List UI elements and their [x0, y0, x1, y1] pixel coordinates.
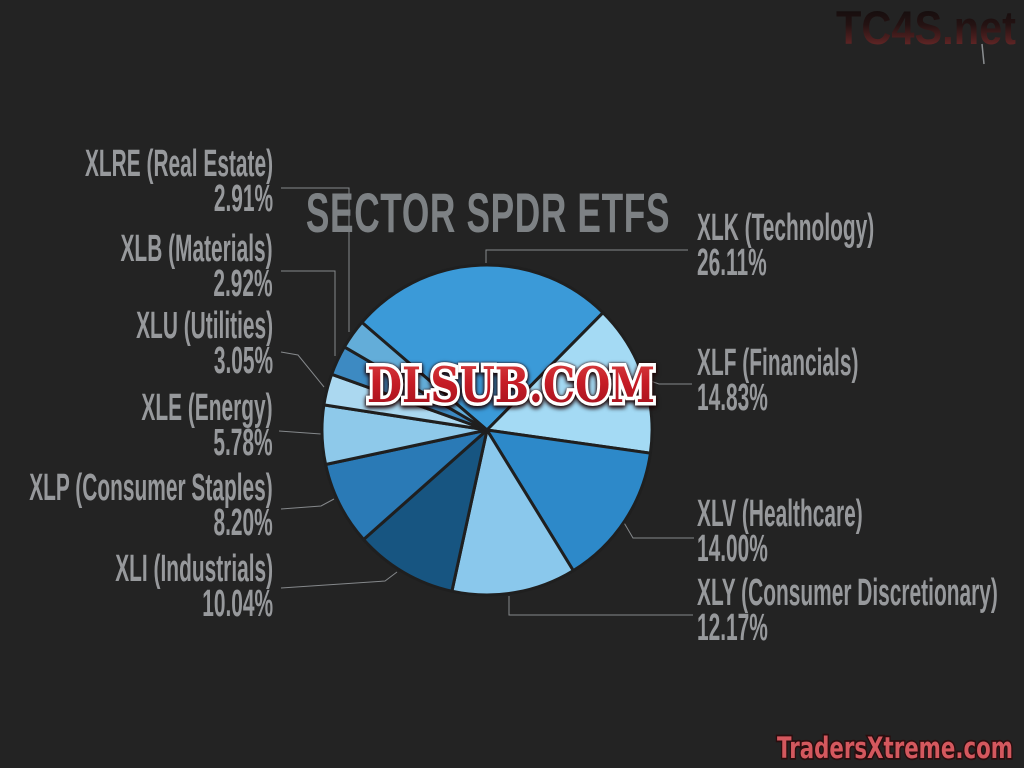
- slice-label-xlk: XLK (Technology) 26.11%: [697, 209, 874, 284]
- slice-label-xli: XLI (Industrials) 10.04%: [115, 550, 273, 625]
- slice-label-xlb-name: XLB (Materials): [120, 228, 273, 270]
- slice-label-xlf: XLF (Financials) 14.83%: [697, 344, 858, 419]
- watermark-tc4s-tick: [981, 43, 985, 65]
- slice-label-xly: XLY (Consumer Discretionary) 12.17%: [697, 574, 998, 649]
- pie-slice-xli: [362, 428, 489, 593]
- pie-slice-xlf: [485, 311, 654, 455]
- watermark-dlsub: DLSUB.COM: [367, 356, 655, 414]
- watermark-tc4s: TC4S.net: [836, 1, 1016, 54]
- slice-label-xly-name: XLY (Consumer Discretionary): [697, 572, 998, 614]
- slice-label-xli-pct: 10.04%: [202, 583, 273, 625]
- slice-label-xle: XLE (Energy) 5.78%: [142, 389, 273, 464]
- slice-label-xlb: XLB (Materials) 2.92%: [121, 230, 273, 305]
- leader-line-xle: [278, 430, 322, 435]
- slice-label-xlu-name: XLU (Utilities): [135, 305, 273, 347]
- slice-label-xlre-pct: 2.91%: [213, 178, 273, 220]
- slice-label-xlb-pct: 2.92%: [213, 263, 273, 305]
- leader-line-xlp: [280, 498, 335, 510]
- leader-line-xlu: [280, 351, 325, 388]
- slice-label-xlu-pct: 3.05%: [213, 340, 273, 382]
- chart-title: SECTOR SPDR ETFS: [305, 181, 671, 244]
- slice-label-xlp-pct: 8.20%: [213, 502, 273, 544]
- pie-slice-xlre: [342, 320, 489, 432]
- leader-line-xly: [508, 596, 693, 616]
- slice-label-xlk-name: XLK (Technology): [697, 207, 875, 249]
- leader-line-xlk: [485, 249, 688, 263]
- leader-line-xli: [280, 571, 398, 589]
- slice-label-xlf-pct: 14.83%: [697, 377, 768, 419]
- slice-label-xlp-name: XLP (Consumer Staples): [29, 467, 273, 509]
- watermark-tradersxtreme: TradersXtreme.com: [777, 731, 1013, 765]
- slice-label-xle-pct: 5.78%: [213, 422, 273, 464]
- leader-line-xlb: [281, 270, 336, 356]
- leader-line-xlv: [622, 520, 694, 539]
- slice-label-xli-name: XLI (Industrials): [115, 548, 273, 590]
- slice-label-xlu: XLU (Utilities) 3.05%: [136, 307, 273, 382]
- leader-line-xlre: [281, 187, 350, 332]
- pie-slices: [320, 263, 654, 597]
- slice-label-xlv: XLV (Healthcare) 14.00%: [697, 495, 863, 570]
- leader-lines: [278, 187, 694, 616]
- slice-label-xlre: XLRE (Real Estate) 2.91%: [85, 145, 273, 220]
- slice-label-xlre-name: XLRE (Real Estate): [84, 143, 273, 185]
- slice-label-xly-pct: 12.17%: [697, 607, 768, 649]
- slice-label-xlp: XLP (Consumer Staples) 8.20%: [29, 469, 273, 544]
- leader-line-xlf: [641, 377, 692, 385]
- pie-slice-xly: [450, 428, 575, 597]
- slice-label-xlv-name: XLV (Healthcare): [697, 493, 863, 535]
- slice-label-xlk-pct: 26.11%: [697, 242, 767, 284]
- slice-label-xlf-name: XLF (Financials): [697, 342, 859, 384]
- slice-label-xle-name: XLE (Energy): [141, 387, 273, 429]
- pie-slice-xlv: [485, 428, 652, 573]
- slice-label-xlv-pct: 14.00%: [697, 528, 768, 570]
- pie-slice-xlk: [360, 263, 605, 432]
